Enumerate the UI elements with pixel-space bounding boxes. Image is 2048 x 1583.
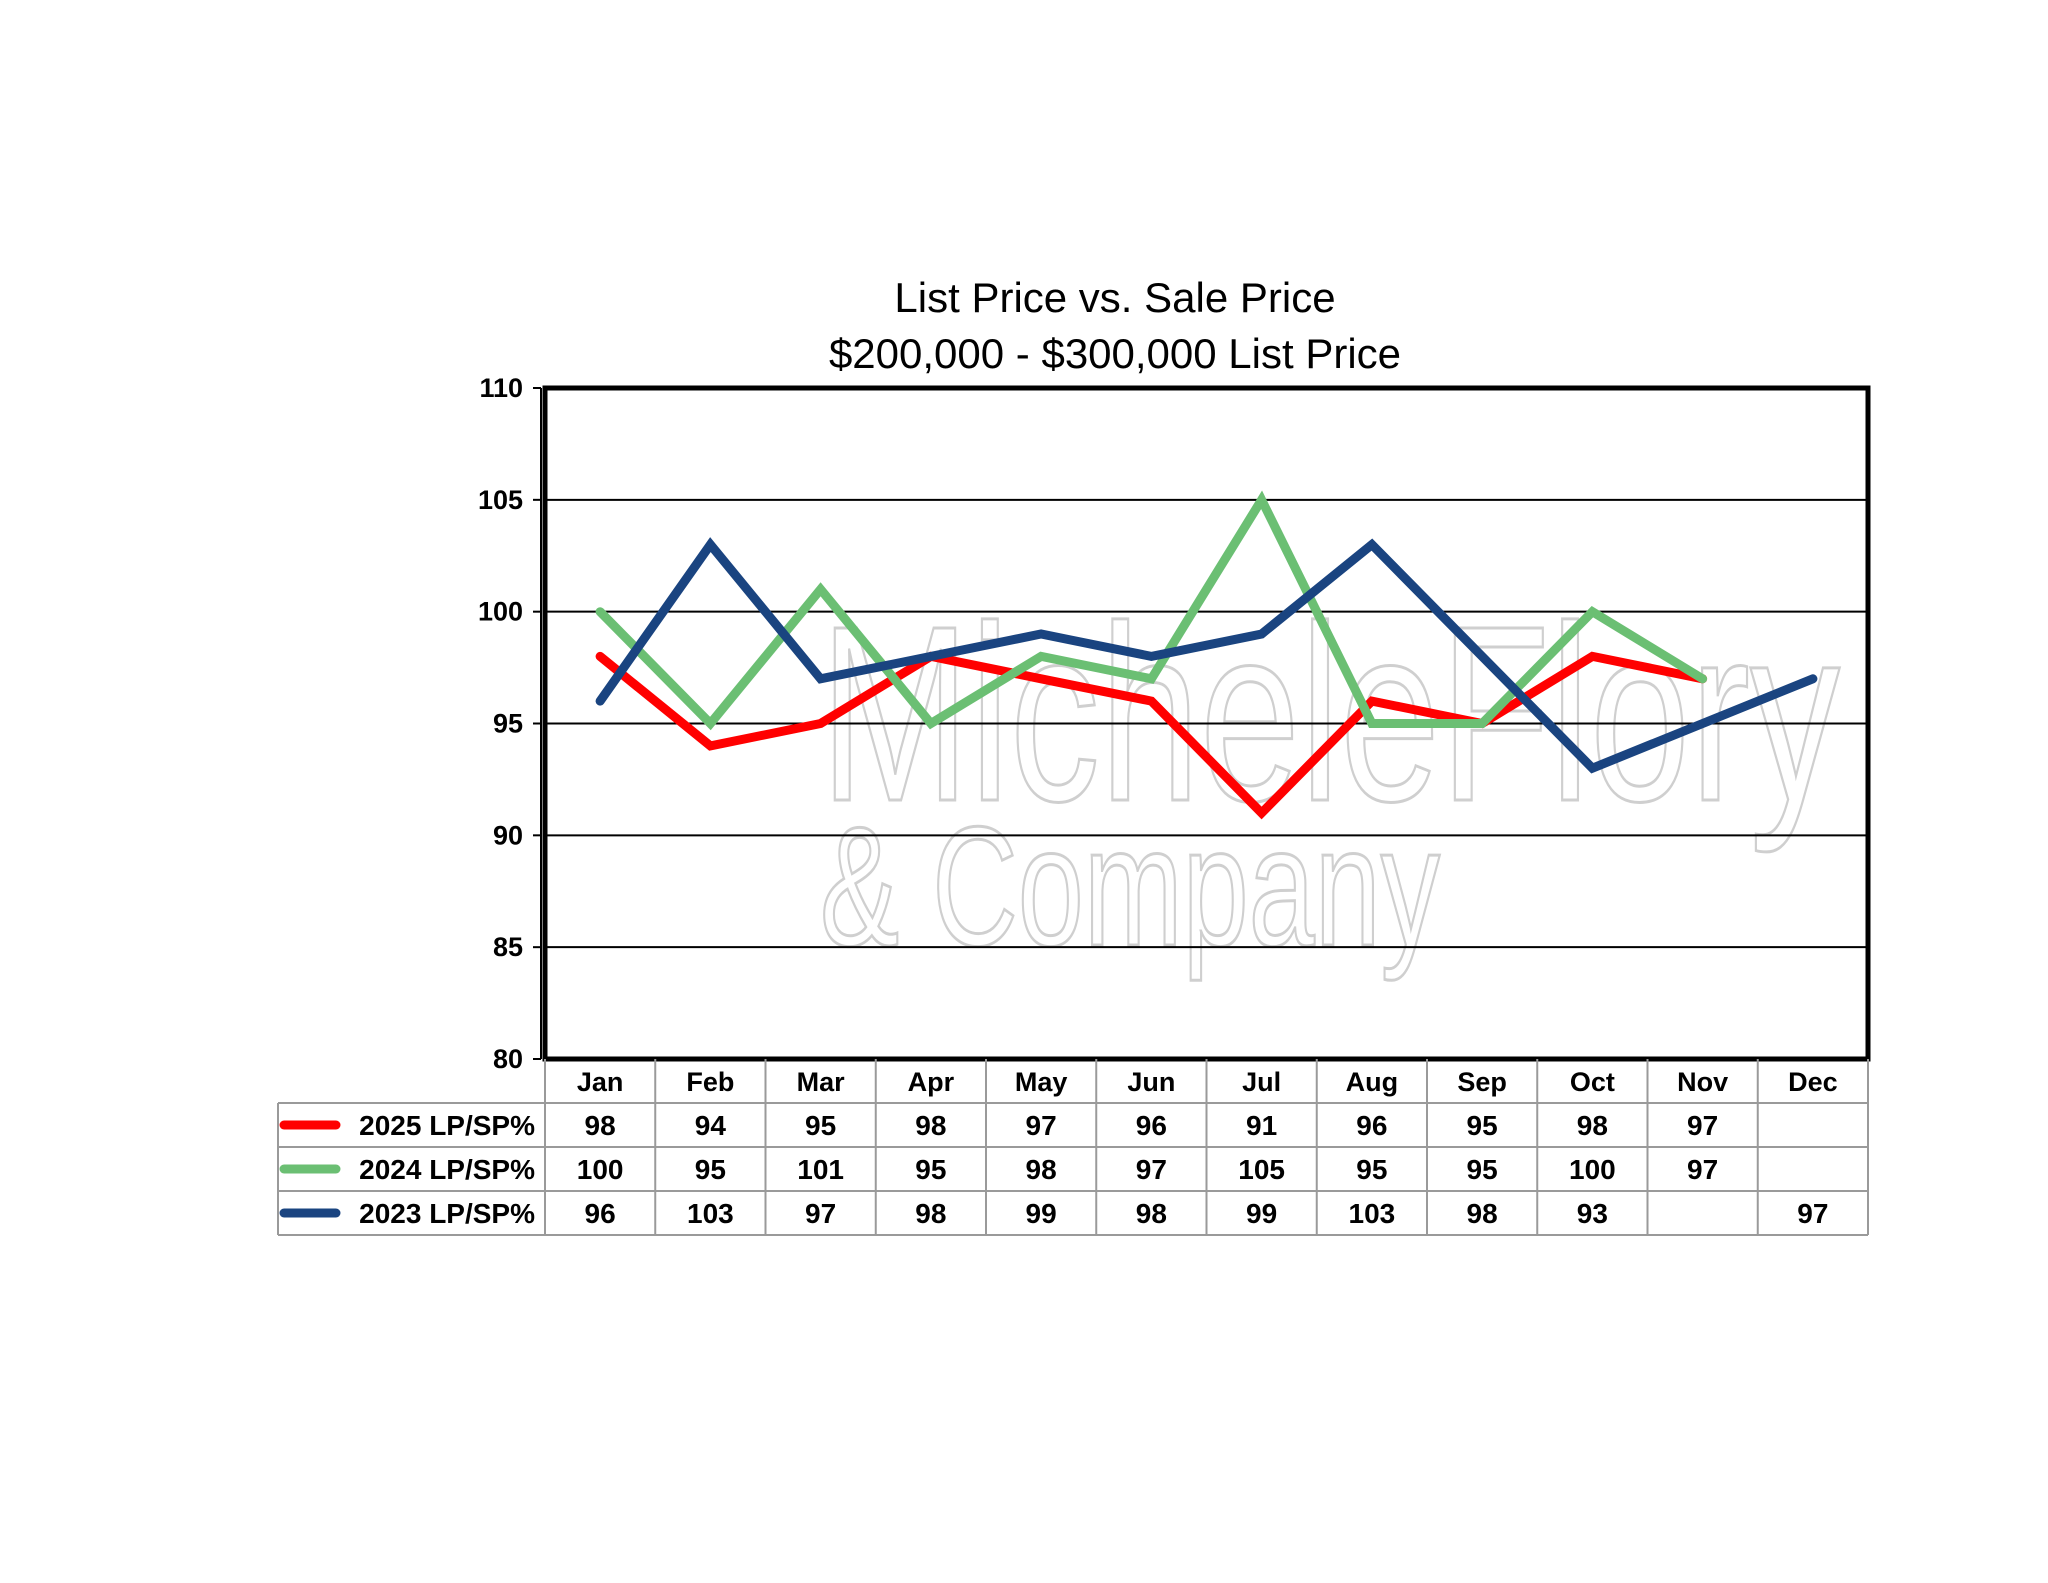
y-tick-label: 110 <box>479 373 523 403</box>
series-line-3 <box>595 537 1818 774</box>
table-cell: 96 <box>1356 1110 1387 1141</box>
table-cell: 94 <box>695 1110 727 1141</box>
table-cell: 95 <box>1356 1154 1387 1185</box>
y-tick-label: 85 <box>493 932 523 962</box>
data-table: Jan Feb Mar Apr May Jun Jul Aug Sep Oct Nov Dec 2025… <box>277 1059 1869 1236</box>
x-tick-label: Aug <box>1346 1067 1398 1097</box>
watermark-line-2: & Company <box>820 792 1440 982</box>
x-tick-label: Mar <box>797 1067 846 1097</box>
y-tick-label: 80 <box>493 1044 523 1074</box>
y-tick-label: 105 <box>478 485 523 515</box>
x-tick-label: Jan <box>577 1067 624 1097</box>
legend-label-1: 2025 LP/SP% <box>359 1110 535 1141</box>
table-cell: 95 <box>805 1110 836 1141</box>
table-cell: 98 <box>1026 1154 1057 1185</box>
table-cell: 97 <box>1687 1110 1718 1141</box>
table-cell: 96 <box>1136 1110 1167 1141</box>
table-cell: 98 <box>915 1198 946 1229</box>
y-tick-label: 100 <box>478 597 523 627</box>
x-tick-label: Feb <box>686 1067 734 1097</box>
watermark-line-1: MicheleFlory <box>820 574 1840 853</box>
chart-title: List Price vs. Sale Price <box>894 274 1335 321</box>
table-cell: 97 <box>1687 1154 1718 1185</box>
table-cell: 95 <box>1467 1110 1498 1141</box>
x-tick-label: May <box>1015 1067 1068 1097</box>
table-cell: 97 <box>1136 1154 1167 1185</box>
watermark: MicheleFlory & Company <box>819 573 1842 984</box>
table-cell: 97 <box>1026 1110 1057 1141</box>
table-cell: 95 <box>1467 1154 1498 1185</box>
table-cell: 98 <box>1136 1198 1167 1229</box>
table-cell: 103 <box>1349 1198 1396 1229</box>
legend-label-3: 2023 LP/SP% <box>359 1198 535 1229</box>
chart-subtitle: $200,000 - $300,000 List Price <box>829 330 1401 377</box>
table-cell: 98 <box>1467 1198 1498 1229</box>
x-tick-label: Apr <box>908 1067 955 1097</box>
table-cell: 100 <box>577 1154 624 1185</box>
table-cell: 98 <box>915 1110 946 1141</box>
table-cell: 97 <box>805 1198 836 1229</box>
series-line-1 <box>595 651 1708 820</box>
x-tick-label: Sep <box>1457 1067 1507 1097</box>
x-tick-label: Jul <box>1242 1067 1281 1097</box>
gridlines <box>545 498 1868 949</box>
legend-label-2: 2024 LP/SP% <box>359 1154 535 1185</box>
table-cell: 98 <box>585 1110 616 1141</box>
series-lines <box>595 490 1818 820</box>
y-tick-label: 90 <box>493 820 523 850</box>
table-cell: 100 <box>1569 1154 1616 1185</box>
table-cell: 99 <box>1246 1198 1277 1229</box>
table-cell: 99 <box>1026 1198 1057 1229</box>
y-tick-label: 95 <box>493 709 523 739</box>
x-tick-label: Jun <box>1127 1067 1175 1097</box>
y-axis: 80 85 90 95 100 105 110 <box>478 373 542 1074</box>
table-cell: 96 <box>585 1198 616 1229</box>
table-cell: 98 <box>1577 1110 1608 1141</box>
table-cell: 95 <box>695 1154 726 1185</box>
x-tick-label: Nov <box>1677 1067 1728 1097</box>
table-cell: 103 <box>687 1198 734 1229</box>
table-cell: 105 <box>1238 1154 1285 1185</box>
table-cell: 97 <box>1797 1198 1828 1229</box>
table-cell: 95 <box>915 1154 946 1185</box>
x-tick-label: Oct <box>1570 1067 1615 1097</box>
table-cell: 101 <box>797 1154 844 1185</box>
x-tick-label: Dec <box>1788 1067 1838 1097</box>
table-cell: 93 <box>1577 1198 1608 1229</box>
table-cell: 91 <box>1246 1110 1277 1141</box>
